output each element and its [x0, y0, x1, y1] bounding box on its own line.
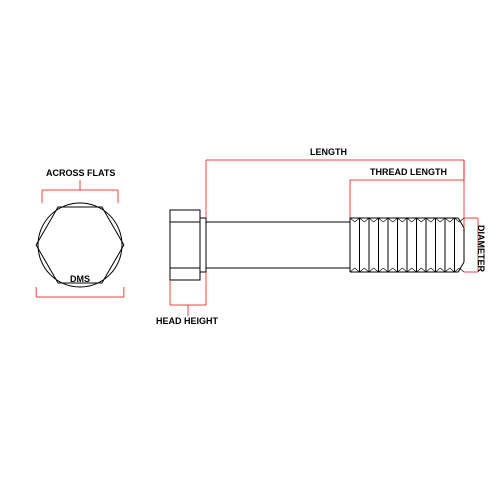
- label-thread-length: THREAD LENGTH: [370, 167, 447, 177]
- bolt-diagram: [0, 0, 500, 500]
- label-length: LENGTH: [310, 147, 347, 157]
- label-diameter: DIAMETER: [476, 225, 486, 272]
- label-dms: DMS: [70, 274, 90, 284]
- label-head-height: HEAD HEIGHT: [156, 316, 218, 326]
- label-across-flats: ACROSS FLATS: [46, 168, 115, 178]
